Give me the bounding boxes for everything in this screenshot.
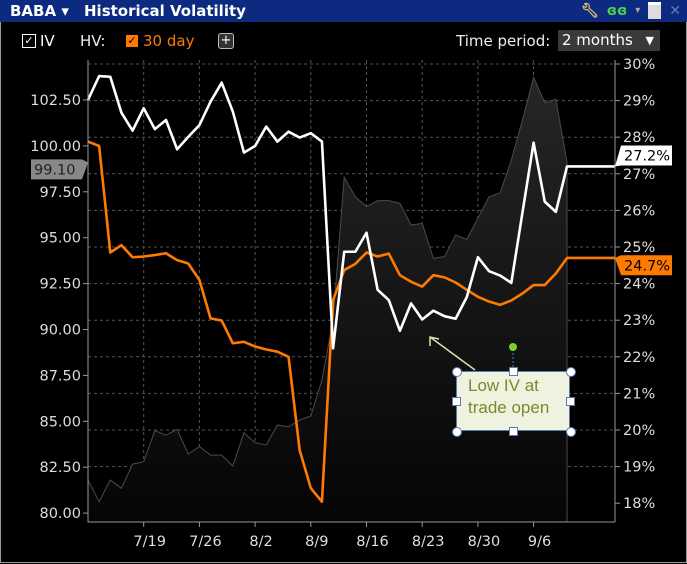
window-icon[interactable]	[648, 2, 662, 19]
iv-checkbox[interactable]: ✓ IV	[22, 32, 55, 50]
resize-handle[interactable]	[566, 367, 576, 377]
right-axis-label: 18%	[623, 496, 655, 512]
x-axis-label: 7/26	[189, 534, 222, 550]
left-axis-label: 90.00	[39, 323, 81, 339]
right-axis-label: 29%	[623, 94, 655, 110]
toolbar: ✓ IV HV: ✓ 30 day + Time period: 2 month…	[0, 26, 687, 54]
resize-handle[interactable]	[452, 367, 462, 377]
right-axis-label: 30%	[623, 57, 655, 73]
right-axis-label: 26%	[623, 203, 655, 219]
iv-last-value: 27.2%	[624, 149, 670, 165]
symbol-dropdown[interactable]: BABA ▾	[10, 2, 69, 20]
arrow-head-icon	[429, 336, 440, 346]
right-axis-label: 21%	[623, 386, 655, 402]
left-axis-label: 82.50	[39, 460, 81, 476]
resize-handle[interactable]	[452, 427, 462, 437]
title-bar: BABA ▾ Historical Volatility 🔧︎ ɞɞ ▾ ✕	[0, 0, 687, 22]
right-axis-label: 19%	[623, 460, 655, 476]
x-axis-label: 8/2	[249, 534, 272, 550]
resize-handle[interactable]	[509, 427, 518, 436]
right-axis-label: 28%	[623, 130, 655, 146]
checkbox-checked-icon[interactable]: ✓	[125, 34, 139, 48]
time-period-value: 2 months	[562, 31, 633, 49]
link-icon[interactable]: ɞɞ	[606, 2, 628, 19]
window-title: Historical Volatility	[84, 2, 246, 20]
annotation-arrow	[429, 336, 476, 371]
hv-last-value-marker	[615, 255, 672, 276]
right-axis-label: 22%	[623, 350, 655, 366]
annotation-line: Low IV at	[468, 376, 539, 395]
x-axis-label: 9/6	[528, 534, 551, 550]
hv-label: HV:	[80, 32, 106, 50]
left-axis-label: 102.50	[30, 93, 81, 109]
left-axis-label: 80.00	[39, 506, 81, 522]
hv-last-value: 24.7%	[624, 258, 670, 274]
x-axis-label: 8/16	[356, 534, 389, 550]
time-period-select[interactable]: 2 months ▼	[558, 30, 660, 51]
rotate-handle[interactable]	[509, 343, 517, 351]
left-axis-label: 100.00	[30, 139, 81, 155]
wrench-icon[interactable]: 🔧︎	[580, 2, 599, 19]
iv-label: IV	[40, 32, 55, 50]
x-axis-label: 8/9	[305, 534, 328, 550]
annotation-textbox[interactable]: Low IV at trade open	[456, 371, 570, 431]
x-axis-label: 7/19	[133, 534, 166, 550]
chevron-down-icon: ▼	[645, 34, 654, 47]
annotation-line: trade open	[468, 398, 550, 417]
left-axis-label: 92.50	[39, 277, 81, 293]
iv-last-value-marker	[615, 145, 672, 167]
chevron-down-icon[interactable]: ▾	[635, 5, 641, 16]
price-area	[87, 75, 568, 523]
right-axis-label: 20%	[623, 423, 655, 439]
add-hv-button[interactable]: +	[218, 33, 234, 49]
right-axis-label: 24%	[623, 277, 655, 293]
checkbox-checked-icon[interactable]: ✓	[22, 34, 36, 48]
price-last-value-marker	[31, 159, 88, 180]
hv-option-label: 30 day	[143, 32, 195, 50]
left-axis-label: 85.00	[39, 414, 81, 430]
right-axis-label: 25%	[623, 240, 655, 256]
price-last-value: 99.10	[34, 162, 76, 178]
right-axis-label: 23%	[623, 313, 655, 329]
close-icon[interactable]: ✕	[669, 2, 681, 19]
resize-handle[interactable]	[452, 397, 461, 406]
x-axis-label: 8/30	[468, 534, 501, 550]
time-period-label: Time period:	[456, 32, 551, 50]
left-axis-label: 87.50	[39, 368, 81, 384]
resize-handle[interactable]	[566, 397, 575, 406]
resize-handle[interactable]	[566, 427, 576, 437]
resize-handle[interactable]	[509, 367, 518, 376]
x-axis-label: 8/23	[412, 534, 445, 550]
right-axis-label: 27%	[623, 167, 655, 183]
hv-30day-checkbox[interactable]: ✓ 30 day	[125, 32, 194, 50]
left-axis-label: 95.00	[39, 231, 81, 247]
left-axis-label: 97.50	[39, 185, 81, 201]
